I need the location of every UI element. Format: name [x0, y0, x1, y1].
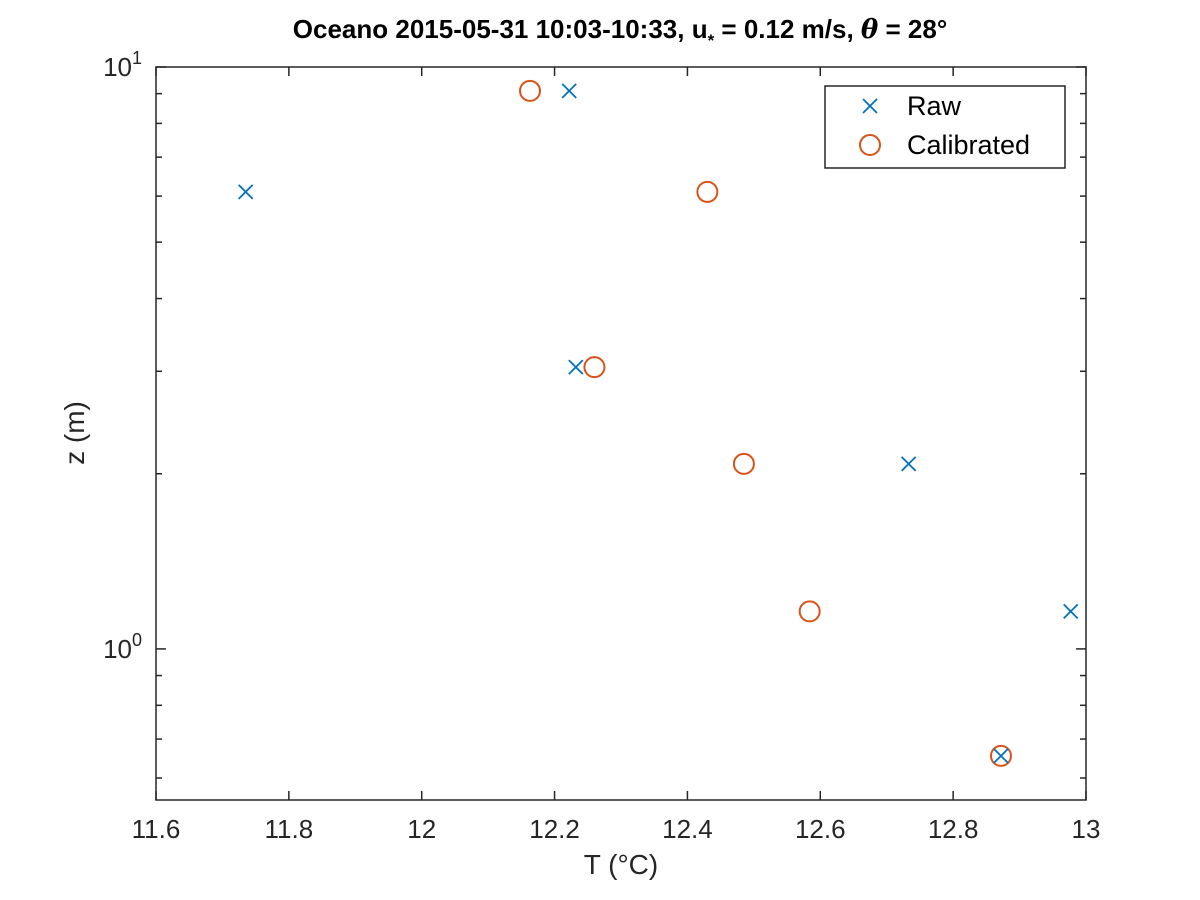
raw-point: [1063, 603, 1079, 620]
x-tick-label: 12.2: [529, 814, 580, 844]
raw-point: [238, 184, 254, 200]
x-tick-label: 12: [407, 814, 436, 844]
chart-title: Oceano 2015-05-31 10:03-10:33, u* = 0.12…: [293, 14, 947, 50]
x-tick-label: 11.8: [265, 814, 314, 844]
x-tick-label: 12.4: [662, 814, 713, 844]
x-tick-label: 12.8: [928, 814, 979, 844]
raw-point: [561, 83, 577, 99]
plot-area: [156, 67, 1086, 800]
axis-ticks: [155, 66, 1087, 800]
raw-point: [993, 748, 1009, 764]
y-tick-label: 100: [103, 630, 142, 664]
raw-point: [900, 456, 917, 472]
calibrated-point: [696, 180, 719, 203]
calibrated-point: [732, 452, 755, 475]
x-axis-label: T (°C): [584, 849, 658, 880]
calibrated-point: [583, 356, 606, 379]
legend-label-calibrated: Calibrated: [907, 130, 1030, 160]
x-tick-label: 13: [1072, 814, 1101, 844]
legend-marker-raw: [862, 98, 878, 114]
legend: Raw Calibrated: [824, 85, 1066, 169]
y-tick-label: 101: [103, 48, 142, 82]
calibrated-point: [518, 79, 541, 102]
y-axis-label: z (m): [59, 401, 90, 465]
legend-marker-calibrated: [859, 134, 881, 156]
legend-label-raw: Raw: [907, 91, 962, 121]
calibrated-point: [798, 600, 821, 623]
x-tick-label: 11.6: [132, 814, 181, 844]
calibrated-point: [989, 744, 1012, 767]
axes-box: [155, 66, 1087, 801]
x-tick-label: 12.6: [795, 814, 846, 844]
legend-marker-raw: [862, 98, 878, 114]
data-points: [238, 79, 1079, 767]
axis-tick-labels: 11.6 11.8 12 12.2 12.4 12.6 12.8 13 100 101: [103, 48, 1100, 844]
legend-marker-calibrated: [859, 134, 881, 156]
raw-point: [568, 359, 584, 375]
